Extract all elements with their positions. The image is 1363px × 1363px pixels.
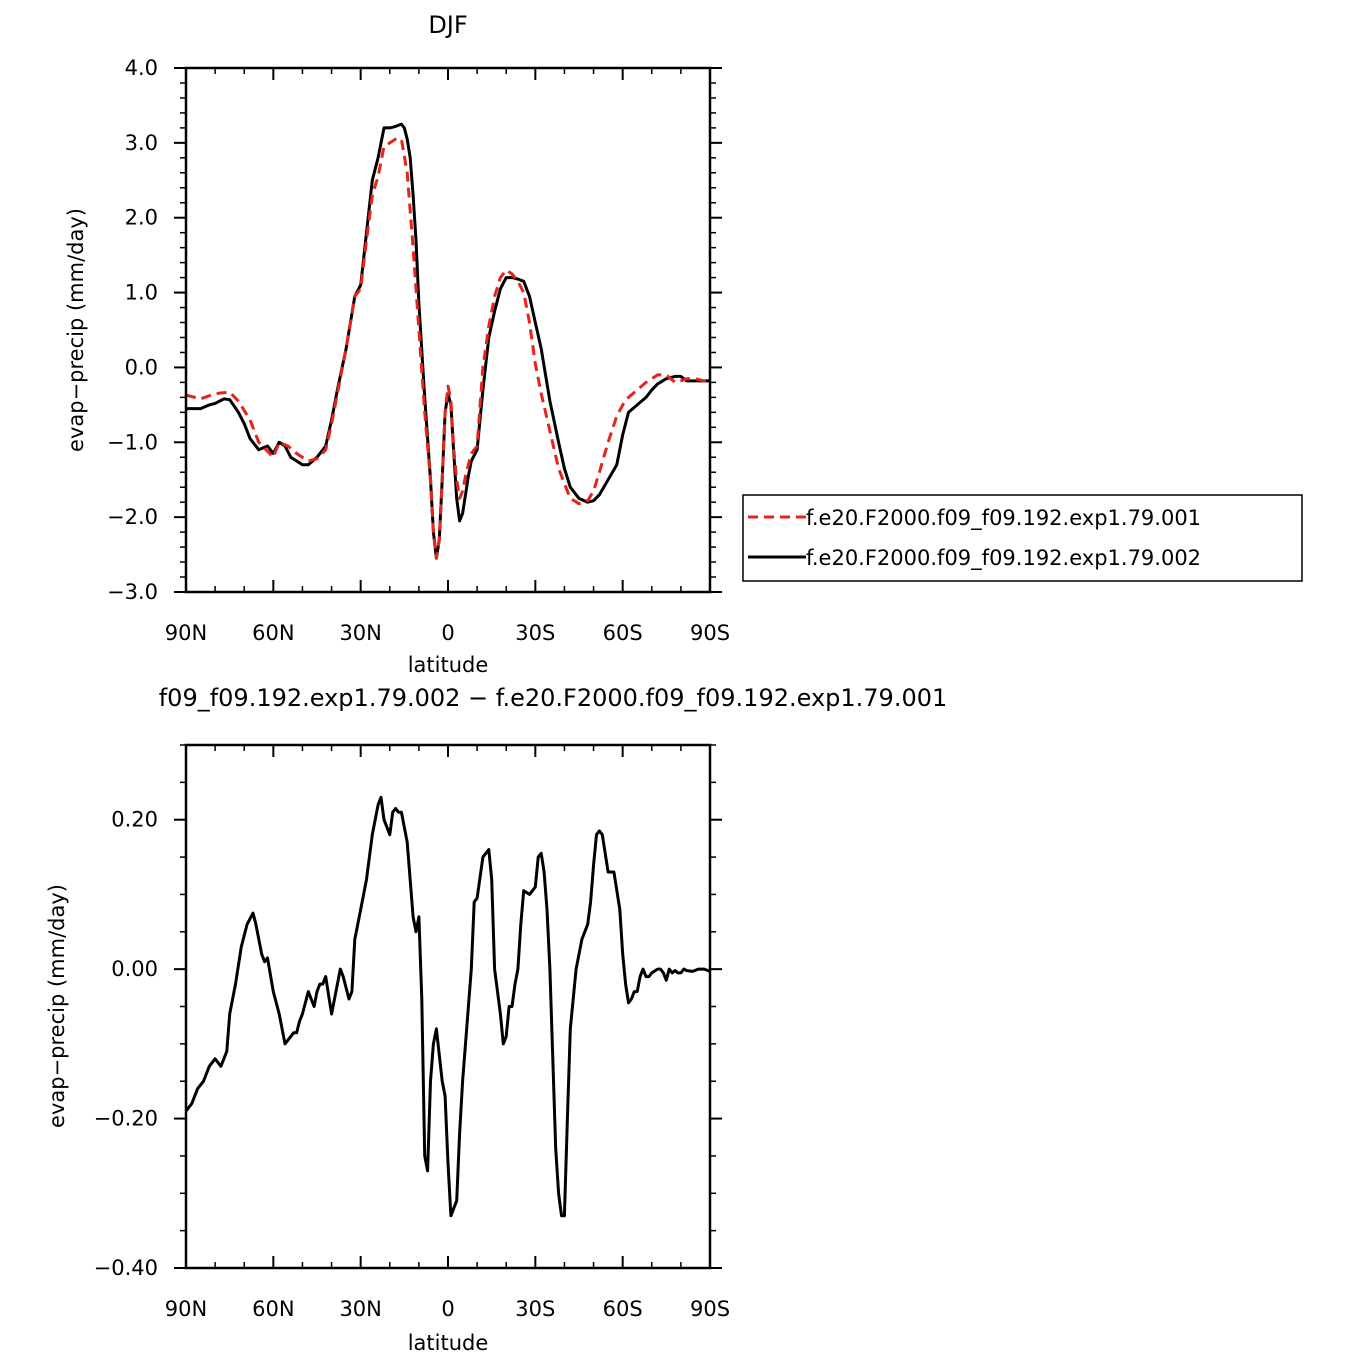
x-tick-label: 60S: [603, 1297, 643, 1321]
x-tick-label: 60N: [252, 1297, 294, 1321]
bottom-panel-frame: [184, 743, 712, 1270]
top-panel-ticks: [174, 67, 722, 593]
legend-label-002: f.e20.F2000.f09_f09.192.exp1.79.002: [806, 546, 1201, 571]
x-tick-label: 90N: [165, 621, 207, 645]
y-tick-label: −2.0: [107, 505, 158, 529]
y-tick-label: 0.00: [111, 957, 158, 981]
legend-box: [742, 494, 1303, 582]
series-line-1: [185, 137, 710, 560]
y-tick-label: 3.0: [125, 131, 158, 155]
y-tick-label: −0.40: [94, 1256, 158, 1280]
top-panel-frame: [184, 66, 712, 594]
bottom-panel-title: f09_f09.192.exp1.79.002 − f.e20.F2000.f0…: [159, 684, 948, 712]
y-tick-label: 0.0: [125, 355, 158, 379]
y-tick-label: 0.20: [111, 808, 158, 832]
top-panel-ylabel: evap−precip (mm/day): [64, 208, 88, 452]
legend: f.e20.F2000.f09_f09.192.exp1.79.001 f.e2…: [742, 494, 1303, 582]
bottom-panel-series: [184, 795, 711, 1218]
legend-label-001: f.e20.F2000.f09_f09.192.exp1.79.001: [806, 506, 1201, 531]
y-tick-label: −3.0: [107, 580, 158, 604]
bottom-panel-xlabel: latitude: [408, 1331, 489, 1355]
top-panel-tick-labels: 90N 60N 30N 0 30S 60S 90S −3.0 −2.0 −1.0 0.0 1.0 2.0…: [107, 56, 730, 645]
x-tick-label: 60N: [252, 621, 294, 645]
top-panel-series: [185, 122, 710, 560]
series-line-1: [184, 795, 711, 1218]
x-tick-label: 30S: [515, 621, 555, 645]
x-tick-label: 30N: [339, 621, 381, 645]
y-tick-label: 1.0: [125, 281, 158, 305]
y-tick-label: −1.0: [107, 430, 158, 454]
bottom-panel: f09_f09.192.exp1.79.002 − f.e20.F2000.f0…: [45, 684, 947, 1355]
series-line-2: [186, 122, 710, 560]
x-tick-label: 60S: [603, 621, 643, 645]
x-tick-label: 30N: [339, 1297, 381, 1321]
bottom-panel-ticks: [174, 744, 722, 1269]
y-tick-label: 2.0: [125, 206, 158, 230]
x-tick-label: 90N: [165, 1297, 207, 1321]
bottom-panel-ylabel: evap−precip (mm/day): [45, 884, 69, 1128]
x-tick-label: 90S: [690, 1297, 730, 1321]
x-tick-label: 0: [441, 621, 454, 645]
bottom-panel-tick-labels: 90N 60N 30N 0 30S 60S 90S −0.40 −0.20 0.00 0.20: [94, 808, 730, 1321]
top-panel-xlabel: latitude: [408, 653, 489, 677]
y-tick-label: −0.20: [94, 1107, 158, 1131]
x-tick-label: 0: [441, 1297, 454, 1321]
x-tick-label: 30S: [515, 1297, 555, 1321]
y-tick-label: 4.0: [125, 56, 158, 80]
top-panel: DJF evap−precip (mm/day) latitude 90N 60N…: [64, 11, 730, 677]
x-tick-label: 90S: [690, 621, 730, 645]
top-panel-title: DJF: [428, 11, 467, 39]
